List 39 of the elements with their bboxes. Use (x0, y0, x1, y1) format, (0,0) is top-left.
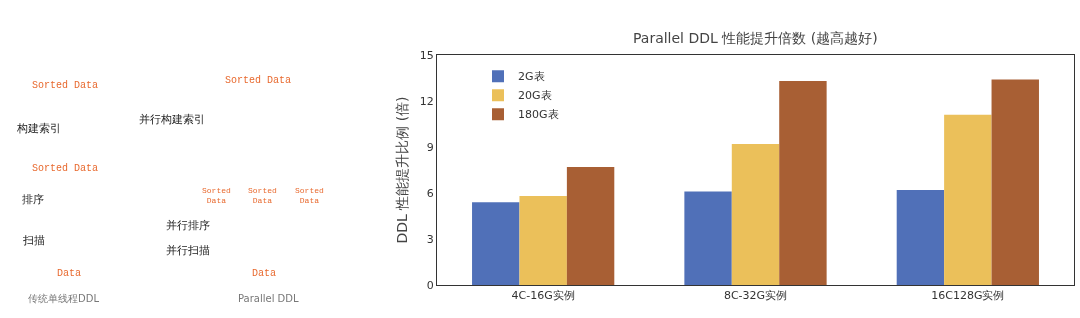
x-tick-label: 8C-32G实例 (723, 289, 788, 303)
legend-label: 180G表 (518, 108, 559, 122)
text: Sorted Data (225, 75, 292, 86)
text: 构建索引 (16, 122, 61, 135)
text: 排序 (22, 193, 44, 206)
text: Data (57, 268, 82, 279)
x-tick-label: 16C128G实例 (931, 289, 1005, 303)
text: Parallel DDL (238, 293, 300, 304)
y-tick-label: 0 (426, 278, 434, 292)
text: Sorted Data (248, 186, 277, 206)
text: Sorted Data (32, 80, 99, 91)
text: Sorted Data (32, 163, 99, 174)
text: 并行排序 (166, 219, 210, 232)
y-tick-label: 9 (426, 140, 434, 154)
text: 扫描 (22, 234, 45, 247)
text: Sorted Data (295, 186, 324, 206)
y-tick-label: 6 (426, 186, 434, 200)
text: 并行构建索引 (139, 113, 205, 126)
bar (519, 196, 567, 286)
bar (991, 79, 1039, 286)
y-tick-label: 12 (419, 94, 434, 108)
bar (684, 191, 732, 286)
text: 传统单线程DDL (28, 293, 100, 304)
text: 并行扫描 (166, 244, 210, 257)
text: Sorted Data (202, 186, 231, 206)
y-axis-title: DDL 性能提升比例 (倍) (394, 96, 411, 244)
bar (779, 81, 827, 286)
text: Data (252, 268, 277, 279)
y-tick-label: 3 (426, 232, 434, 246)
bar (896, 189, 945, 286)
bar (472, 202, 520, 286)
chart-title: Parallel DDL 性能提升倍数 (越高越好) (633, 30, 878, 46)
bar (944, 114, 992, 286)
y-tick-label: 15 (419, 48, 434, 62)
x-tick-label: 4C-16G实例 (511, 289, 575, 303)
legend-label: 2G表 (518, 70, 545, 84)
bar (731, 143, 780, 286)
legend-label: 20G表 (518, 89, 552, 103)
bar (566, 166, 615, 286)
